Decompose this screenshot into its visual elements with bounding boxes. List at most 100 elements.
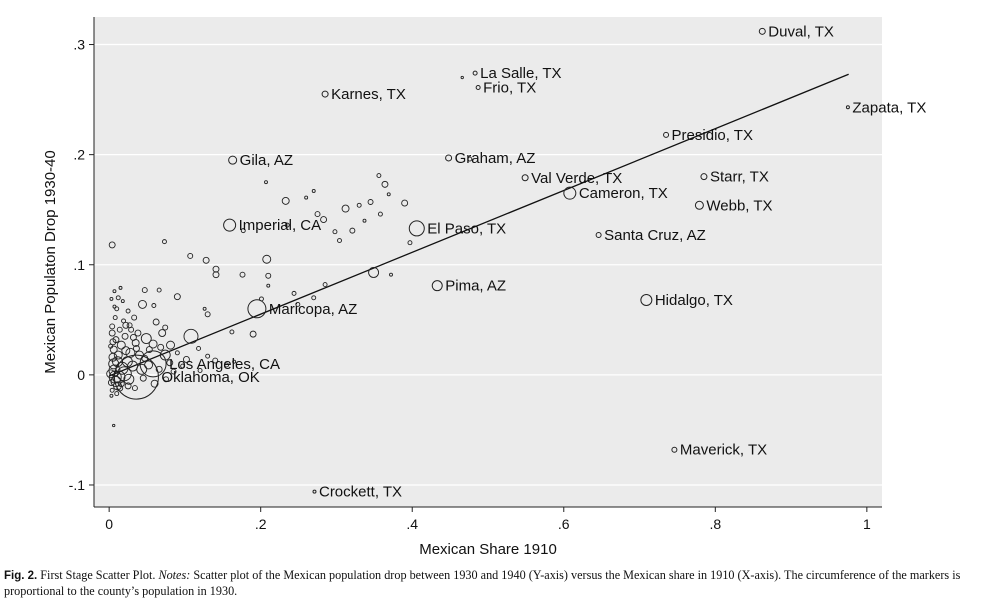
county-marker bbox=[150, 379, 159, 388]
labeled-county-marker bbox=[595, 232, 602, 239]
county-marker bbox=[314, 211, 321, 218]
county-marker bbox=[125, 347, 136, 358]
county-marker bbox=[311, 189, 316, 193]
county-marker bbox=[110, 376, 122, 387]
y-tick-label: .3 bbox=[73, 37, 85, 53]
county-marker bbox=[341, 204, 350, 213]
county-marker bbox=[132, 344, 140, 352]
county-marker bbox=[170, 368, 177, 375]
county-marker bbox=[158, 329, 167, 337]
county-marker bbox=[126, 322, 133, 329]
county-marker bbox=[112, 315, 118, 321]
county-marker bbox=[332, 229, 338, 235]
county-marker bbox=[264, 180, 268, 185]
county-marker bbox=[116, 340, 126, 350]
county-label: Cameron, TX bbox=[579, 185, 668, 202]
county-marker bbox=[121, 318, 127, 324]
markers bbox=[106, 27, 850, 494]
county-marker bbox=[183, 328, 199, 344]
county-marker bbox=[145, 346, 153, 353]
x-tick-label: 0 bbox=[105, 516, 113, 532]
axes: -.1 0 .1 .2 .3 0 .2 .4 .6 .8 1 bbox=[69, 17, 882, 532]
county-marker bbox=[202, 256, 210, 264]
county-label: Webb, TX bbox=[706, 197, 772, 214]
county-marker bbox=[389, 272, 393, 277]
county-marker bbox=[107, 379, 115, 387]
labeled-county-marker bbox=[694, 200, 704, 210]
county-marker bbox=[240, 228, 246, 234]
labeled-county-marker bbox=[247, 299, 267, 319]
county-marker bbox=[109, 296, 114, 301]
county-marker bbox=[112, 370, 126, 384]
county-marker bbox=[151, 303, 157, 308]
county-marker bbox=[265, 272, 272, 279]
labeled-county-marker bbox=[445, 154, 453, 162]
county-marker bbox=[377, 211, 383, 217]
county-marker bbox=[112, 304, 117, 309]
labeled-county-marker bbox=[663, 131, 670, 138]
regression-line bbox=[108, 73, 849, 377]
county-label: Maricopa, AZ bbox=[269, 301, 357, 318]
county-label: Karnes, TX bbox=[331, 86, 406, 103]
county-marker bbox=[166, 359, 174, 367]
county-marker bbox=[155, 365, 163, 373]
county-marker bbox=[123, 373, 135, 385]
county-marker bbox=[401, 199, 409, 207]
county-marker bbox=[281, 196, 290, 205]
county-marker bbox=[125, 308, 131, 314]
county-marker bbox=[349, 227, 356, 234]
labeled-county-marker bbox=[521, 174, 529, 182]
county-marker bbox=[121, 332, 129, 340]
labeled-county-marker bbox=[408, 220, 425, 237]
county-marker bbox=[109, 393, 114, 398]
labeled-county-marker bbox=[321, 90, 329, 98]
county-marker bbox=[157, 343, 165, 351]
county-marker bbox=[180, 363, 186, 369]
county-marker bbox=[212, 265, 220, 273]
county-marker bbox=[174, 350, 180, 356]
county-marker bbox=[118, 285, 123, 290]
y-axis-title: Mexican Populaton Drop 1930-40 bbox=[42, 150, 59, 373]
county-marker bbox=[114, 306, 120, 312]
county-marker bbox=[202, 306, 207, 311]
county-label: Los Angeles, CA bbox=[169, 356, 280, 373]
county-marker bbox=[376, 173, 382, 179]
county-label: Gila, AZ bbox=[240, 152, 293, 169]
labeled-county-marker bbox=[113, 354, 159, 400]
county-marker bbox=[460, 75, 464, 80]
county-marker bbox=[356, 202, 362, 208]
county-marker bbox=[381, 180, 389, 188]
labeled-county-marker bbox=[223, 218, 237, 232]
county-marker bbox=[229, 329, 235, 335]
county-marker bbox=[113, 350, 123, 360]
plot-area bbox=[94, 17, 882, 507]
labeled-county-marker bbox=[845, 105, 850, 110]
labeled-county-marker bbox=[312, 489, 317, 494]
county-marker bbox=[108, 343, 114, 349]
county-marker bbox=[120, 299, 125, 304]
county-marker bbox=[196, 345, 202, 351]
county-marker bbox=[291, 290, 297, 296]
county-marker bbox=[162, 324, 169, 331]
county-label: Oklahoma, OK bbox=[161, 369, 259, 386]
labeled-county-marker bbox=[475, 84, 481, 90]
x-axis-title: Mexican Share 1910 bbox=[419, 541, 557, 558]
y-tick-label: -.1 bbox=[69, 477, 86, 493]
x-tick-label: .8 bbox=[709, 516, 721, 532]
county-marker bbox=[224, 362, 230, 368]
county-marker bbox=[311, 295, 317, 301]
labeled-county-marker bbox=[758, 27, 766, 35]
x-tick-label: .6 bbox=[558, 516, 570, 532]
county-marker bbox=[205, 353, 211, 359]
county-marker bbox=[163, 376, 169, 383]
county-marker bbox=[141, 287, 148, 294]
county-label: Hidalgo, TX bbox=[655, 292, 733, 309]
labeled-county-marker bbox=[431, 280, 443, 292]
county-label: El Paso, TX bbox=[427, 220, 506, 237]
county-marker bbox=[148, 339, 158, 349]
county-marker bbox=[121, 346, 131, 356]
county-marker bbox=[108, 329, 116, 337]
county-marker bbox=[112, 423, 116, 428]
x-tick-label: .4 bbox=[406, 516, 418, 532]
